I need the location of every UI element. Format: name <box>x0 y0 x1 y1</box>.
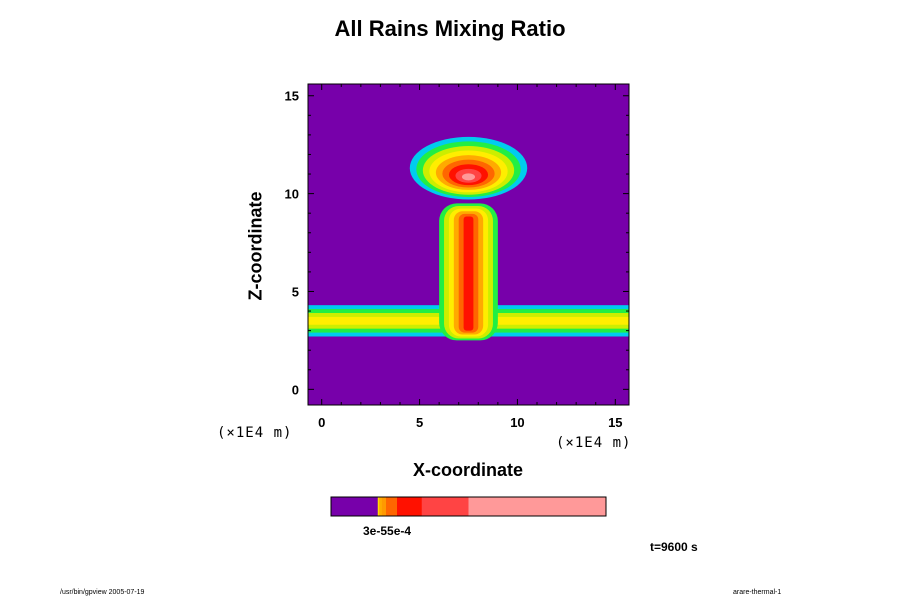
chart-title: All Rains Mixing Ratio <box>334 16 566 41</box>
colorbar-segment <box>421 497 469 516</box>
colorbar-segment <box>386 497 398 516</box>
x-unit-label: (×1E4 m) <box>556 435 632 451</box>
plot-area <box>308 84 629 405</box>
field <box>308 84 629 405</box>
x-tick-label: 10 <box>510 415 524 430</box>
colorbar-segment <box>377 497 380 516</box>
x-tick-label: 5 <box>416 415 423 430</box>
z-unit-label: (×1E4 m) <box>217 425 293 441</box>
x-axis-label: X-coordinate <box>412 460 523 480</box>
colorbar-segment <box>397 497 423 516</box>
colorbar-frame <box>330 496 607 517</box>
colorbar-segment <box>468 497 607 516</box>
colorbar-labels: 3e-55e-4 <box>363 524 412 538</box>
y-tick-label: 0 <box>292 382 299 397</box>
footer-left: /usr/bin/gpview 2005-07-19 <box>60 589 145 596</box>
y-axis-label: Z-coordinate <box>245 191 266 301</box>
y-tick-label: 15 <box>285 89 299 104</box>
time-label: t=9600 s <box>650 540 698 554</box>
colorbar-segment <box>379 497 383 516</box>
rain-column-level <box>463 216 474 331</box>
footer-right: arare-thermal-1 <box>733 589 782 596</box>
y-tick-label: 10 <box>285 187 299 202</box>
colorbar-segment <box>331 497 379 516</box>
x-tick-label: 15 <box>608 415 622 430</box>
plot-frame <box>307 83 630 406</box>
axis-ticks: 0 5 10 15 0 5 10 15 <box>285 84 629 430</box>
colorbar-segment <box>381 497 387 516</box>
anvil-level <box>461 173 476 181</box>
colorbar <box>330 496 607 517</box>
y-tick-label: 5 <box>292 284 299 299</box>
x-tick-label: 0 <box>318 415 325 430</box>
